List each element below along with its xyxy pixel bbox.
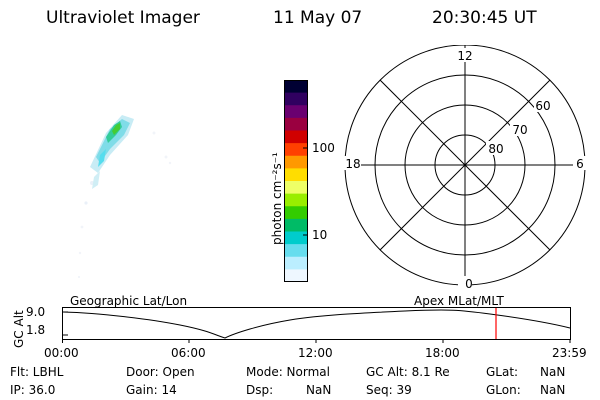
mlt-label-0: 0 bbox=[465, 277, 473, 291]
ring-label-80: 80 bbox=[488, 142, 503, 156]
gc-alt-axis-label: GC Alt bbox=[12, 310, 26, 348]
dsp-label: Dsp: bbox=[246, 383, 274, 397]
altitude-timeline bbox=[62, 307, 571, 343]
date-label: 11 May 07 bbox=[273, 8, 363, 28]
ip-info: IP: 36.0 bbox=[10, 383, 56, 397]
gc-alt-info: GC Alt: 8.1 Re bbox=[366, 365, 450, 379]
colorbar-tick-10: 10 bbox=[312, 228, 328, 242]
colorbar-cell bbox=[284, 181, 308, 195]
colorbar-cell bbox=[284, 231, 308, 245]
filter-info: Flt: LBHL bbox=[10, 365, 64, 379]
colorbar-cell bbox=[284, 80, 308, 94]
gc-alt-max: 9.0 bbox=[26, 305, 46, 319]
glat-value: NaN bbox=[540, 365, 566, 379]
ring-label-60: 60 bbox=[535, 99, 550, 113]
time-tick-2359: 23:59 bbox=[552, 346, 587, 360]
instrument-title: Ultraviolet Imager bbox=[46, 8, 200, 28]
colorbar-cell bbox=[284, 130, 308, 144]
geo-coord-title: Geographic Lat/Lon bbox=[70, 294, 188, 308]
dsp-value: NaN bbox=[306, 383, 332, 397]
colorbar-cell bbox=[284, 244, 308, 258]
apex-coord-title: Apex MLat/MLT bbox=[414, 294, 504, 308]
colorbar-cell bbox=[284, 269, 308, 282]
door-info: Door: Open bbox=[126, 365, 195, 379]
mlt-label-12: 12 bbox=[457, 49, 472, 63]
colorbar-cell bbox=[284, 117, 308, 132]
colorbar-cell bbox=[284, 92, 308, 106]
colorbar-cell bbox=[284, 218, 308, 233]
colorbar-cell bbox=[284, 105, 308, 119]
gc-alt-min: 1.8 bbox=[26, 323, 46, 337]
auroral-image bbox=[77, 115, 172, 279]
colorbar-cell bbox=[284, 155, 308, 169]
seq-info: Seq: 39 bbox=[366, 383, 412, 397]
time-tick-1800: 18:00 bbox=[425, 346, 460, 360]
glon-value: NaN bbox=[540, 383, 566, 397]
colorbar-cell bbox=[284, 206, 308, 220]
colorbar-unit-label: photon cm⁻²s⁻¹ bbox=[270, 152, 284, 245]
time-tick-0000: 00:00 bbox=[44, 346, 79, 360]
colorbar-cell bbox=[284, 256, 308, 270]
colorbar-tick-100: 100 bbox=[312, 141, 335, 155]
time-label: 20:30:45 UT bbox=[432, 8, 537, 28]
mode-info: Mode: Normal bbox=[246, 365, 330, 379]
colorbar-cell bbox=[284, 143, 308, 157]
mlt-label-6: 6 bbox=[576, 157, 584, 171]
ring-label-70: 70 bbox=[512, 123, 527, 137]
gain-info: Gain: 14 bbox=[126, 383, 177, 397]
colorbar-cell bbox=[284, 168, 308, 182]
colorbar bbox=[284, 80, 308, 282]
colorbar-cell bbox=[284, 193, 308, 207]
polar-mlt-plot: 12 0 18 6 60 70 80 bbox=[343, 45, 587, 291]
timeline-frame bbox=[62, 307, 571, 340]
time-tick-1200: 12:00 bbox=[298, 346, 333, 360]
orbit-altitude-curve bbox=[62, 309, 571, 339]
glat-label: GLat: bbox=[486, 365, 519, 379]
time-tick-0600: 06:00 bbox=[171, 346, 206, 360]
glon-label: GLon: bbox=[486, 383, 521, 397]
mlt-label-18: 18 bbox=[345, 157, 360, 171]
